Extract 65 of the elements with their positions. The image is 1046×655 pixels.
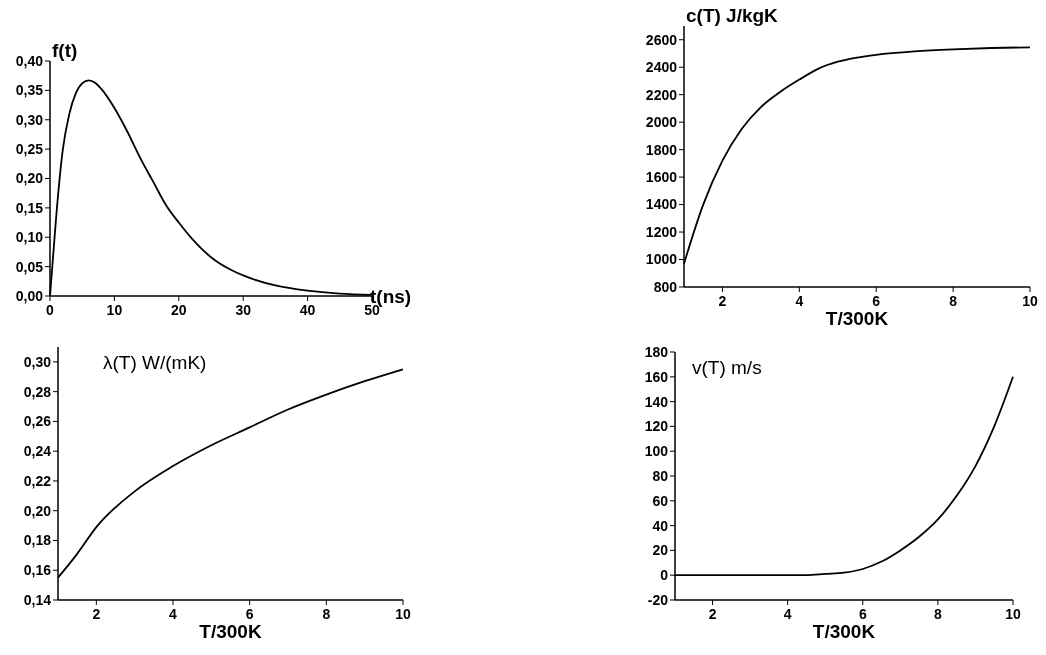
x-tick-label: 2: [708, 606, 717, 622]
y-tick-label: 100: [644, 443, 669, 460]
y-tick-label: 140: [644, 393, 669, 410]
x-tick-label: 8: [933, 606, 942, 622]
y-tick-label: 0,16: [23, 562, 52, 579]
y-tick-label: 0,05: [15, 258, 44, 275]
x-axis-title: T/300K: [199, 621, 262, 642]
y-axis-title: c(T) J/kgK: [686, 5, 779, 26]
x-tick-label: 6: [872, 293, 881, 309]
y-tick-label: 0,30: [23, 353, 52, 370]
x-tick-label: 10: [1005, 606, 1021, 622]
x-tick-label: 40: [299, 302, 316, 318]
x-tick-label: 4: [795, 293, 804, 309]
y-tick-label: 0,14: [23, 591, 52, 608]
x-tick-label: 20: [171, 302, 187, 318]
y-tick-label: 0,28: [23, 383, 52, 400]
y-tick-label: 0,15: [15, 199, 44, 216]
x-tick-label: 8: [949, 293, 958, 309]
x-tick-label: 30: [235, 302, 252, 318]
y-tick-label: 1800: [645, 141, 678, 158]
y-tick-label: -20: [647, 591, 669, 608]
x-tick-label: 2: [718, 293, 727, 309]
y-tick-label: 0: [660, 567, 669, 584]
x-axis-title: T/300K: [812, 621, 876, 642]
x-tick-label: 10: [395, 606, 411, 622]
y-tick-label: 1200: [645, 223, 678, 240]
y-tick-label: 20: [652, 542, 669, 559]
y-tick-label: 120: [644, 418, 669, 435]
x-tick-label: 6: [858, 606, 867, 622]
y-tick-label: 60: [652, 492, 669, 509]
y-tick-label: 0,26: [23, 413, 52, 430]
x-tick-label: 10: [1022, 293, 1038, 309]
y-tick-label: 80: [652, 467, 669, 484]
y-tick-label: 0,20: [15, 170, 44, 187]
x-tick-label: 6: [245, 606, 254, 622]
x-axis-title: T/300K: [825, 308, 889, 329]
x-tick-label: 10: [106, 302, 123, 318]
y-tick-label: 0,30: [15, 111, 44, 128]
y-tick-label: 0,20: [23, 502, 52, 519]
y-tick-label: 2000: [645, 114, 678, 131]
x-tick-label: 4: [169, 606, 178, 622]
y-tick-label: 0,35: [15, 82, 44, 99]
y-tick-label: 0,22: [23, 472, 52, 489]
y-tick-label: 1600: [645, 169, 678, 186]
y-tick-label: 800: [653, 278, 678, 295]
y-axis-title: λ(T) W/(mK): [103, 352, 207, 373]
y-tick-label: 180: [644, 343, 669, 360]
y-tick-label: 0,25: [15, 141, 44, 158]
y-tick-label: 0,24: [23, 443, 52, 460]
y-tick-label: 1000: [645, 251, 678, 268]
y-tick-label: 1400: [645, 196, 678, 213]
y-tick-label: 2600: [645, 31, 678, 48]
y-axis-title: v(T) m/s: [692, 357, 762, 378]
y-tick-label: 0,40: [15, 52, 44, 69]
y-tick-label: 2200: [645, 86, 678, 103]
y-tick-label: 0,18: [23, 532, 52, 549]
y-tick-label: 0,10: [15, 229, 44, 246]
y-tick-label: 160: [644, 368, 669, 385]
y-axis-title: f(t): [52, 40, 78, 61]
y-tick-label: 40: [652, 517, 669, 534]
y-tick-label: 0,00: [15, 287, 44, 304]
x-tick-label: 8: [322, 606, 331, 622]
x-tick-label: 2: [92, 606, 101, 622]
y-tick-label: 2400: [645, 59, 678, 76]
x-tick-label: 4: [783, 606, 792, 622]
